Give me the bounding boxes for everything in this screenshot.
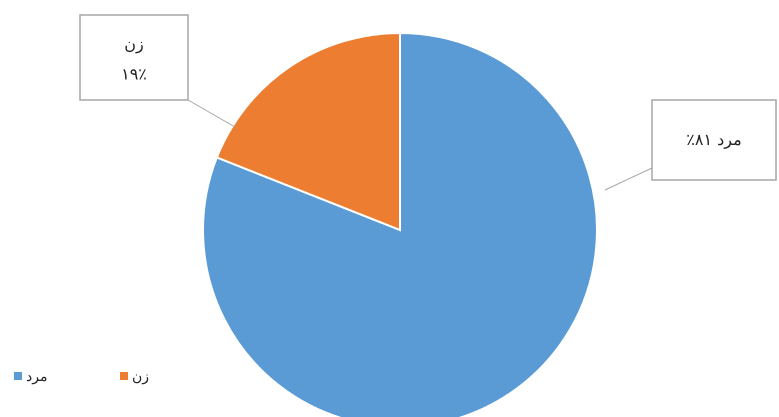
pie xyxy=(203,33,597,417)
leader-line xyxy=(605,168,652,190)
legend-label: مرد xyxy=(26,369,47,385)
legend: مرد زن xyxy=(14,369,149,385)
legend-swatch xyxy=(120,372,128,380)
value-label: ۸۱٪ xyxy=(686,130,712,149)
value-label: ۱۹٪ xyxy=(121,65,147,84)
category-label: مرد xyxy=(717,130,742,149)
leader-line xyxy=(188,100,235,127)
chart: مرد ۸۱٪ زن ۱۹٪ مرد زن xyxy=(0,0,779,417)
legend-swatch xyxy=(14,372,22,380)
data-label: مرد ۸۱٪ xyxy=(686,130,741,149)
category-label: زن xyxy=(124,35,143,54)
legend-label: زن xyxy=(132,369,149,385)
callout-box xyxy=(80,15,188,100)
